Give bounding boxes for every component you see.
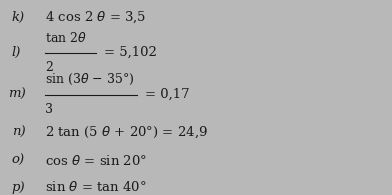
Text: m): m) (8, 88, 25, 101)
Text: = 5,102: = 5,102 (104, 46, 157, 59)
Text: l): l) (12, 46, 21, 59)
Text: 2: 2 (45, 61, 53, 74)
Text: = 0,17: = 0,17 (145, 88, 190, 101)
Text: 3: 3 (45, 103, 53, 116)
Text: tan 2$\theta$: tan 2$\theta$ (45, 31, 87, 45)
Text: n): n) (12, 126, 25, 139)
Text: sin $\theta$ = tan 40°: sin $\theta$ = tan 40° (45, 180, 147, 194)
Text: p): p) (12, 181, 25, 194)
Text: cos $\theta$ = sin 20°: cos $\theta$ = sin 20° (45, 154, 147, 168)
Text: k): k) (12, 11, 25, 24)
Text: 4 cos 2 $\theta$ = 3,5: 4 cos 2 $\theta$ = 3,5 (45, 10, 147, 25)
Text: sin (3$\theta$ − 35°): sin (3$\theta$ − 35°) (45, 72, 134, 88)
Text: o): o) (12, 154, 25, 167)
Text: 2 tan (5 $\theta$ + 20°) = 24,9: 2 tan (5 $\theta$ + 20°) = 24,9 (45, 125, 208, 140)
